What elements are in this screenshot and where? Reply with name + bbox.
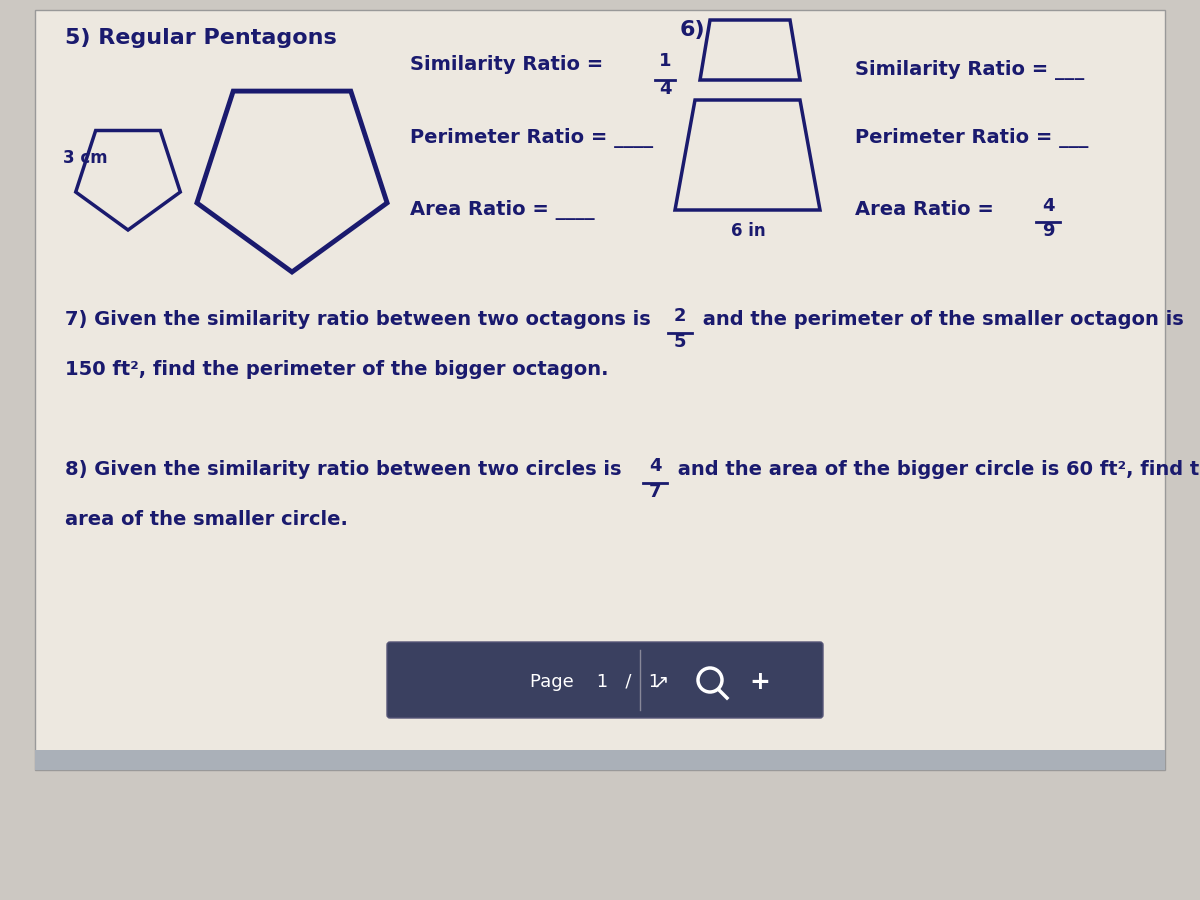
Text: 9: 9 bbox=[1042, 222, 1055, 240]
Text: and the area of the bigger circle is 60 ft², find th: and the area of the bigger circle is 60 … bbox=[671, 460, 1200, 479]
Text: 4: 4 bbox=[1042, 197, 1055, 215]
Text: 2: 2 bbox=[673, 307, 686, 325]
Text: 3 cm: 3 cm bbox=[64, 149, 108, 167]
Text: Page    1   /   1: Page 1 / 1 bbox=[530, 673, 660, 691]
Text: +: + bbox=[750, 670, 770, 694]
Text: 6 in: 6 in bbox=[731, 222, 766, 240]
Text: 150 ft², find the perimeter of the bigger octagon.: 150 ft², find the perimeter of the bigge… bbox=[65, 360, 608, 379]
Text: and the perimeter of the smaller octagon is: and the perimeter of the smaller octagon… bbox=[696, 310, 1183, 329]
FancyBboxPatch shape bbox=[35, 10, 1165, 770]
Text: Similarity Ratio =: Similarity Ratio = bbox=[410, 55, 610, 74]
Text: Area Ratio =: Area Ratio = bbox=[854, 200, 1001, 219]
Text: 4: 4 bbox=[649, 457, 661, 475]
FancyBboxPatch shape bbox=[35, 750, 1165, 770]
Text: 8) Given the similarity ratio between two circles is: 8) Given the similarity ratio between tw… bbox=[65, 460, 629, 479]
Text: Perimeter Ratio = ___: Perimeter Ratio = ___ bbox=[854, 128, 1088, 148]
Text: 5) Regular Pentagons: 5) Regular Pentagons bbox=[65, 28, 337, 48]
Text: 6): 6) bbox=[680, 20, 706, 40]
Text: 7: 7 bbox=[649, 483, 661, 501]
Text: 4: 4 bbox=[659, 80, 671, 98]
Text: 1: 1 bbox=[659, 52, 671, 70]
Text: 5: 5 bbox=[673, 333, 686, 351]
FancyBboxPatch shape bbox=[386, 642, 823, 718]
Text: ↗: ↗ bbox=[652, 672, 668, 691]
Text: Similarity Ratio = ___: Similarity Ratio = ___ bbox=[854, 60, 1085, 80]
Text: Area Ratio = ____: Area Ratio = ____ bbox=[410, 200, 595, 220]
Text: 7) Given the similarity ratio between two octagons is: 7) Given the similarity ratio between tw… bbox=[65, 310, 658, 329]
Text: area of the smaller circle.: area of the smaller circle. bbox=[65, 510, 348, 529]
Text: Perimeter Ratio = ____: Perimeter Ratio = ____ bbox=[410, 128, 653, 148]
